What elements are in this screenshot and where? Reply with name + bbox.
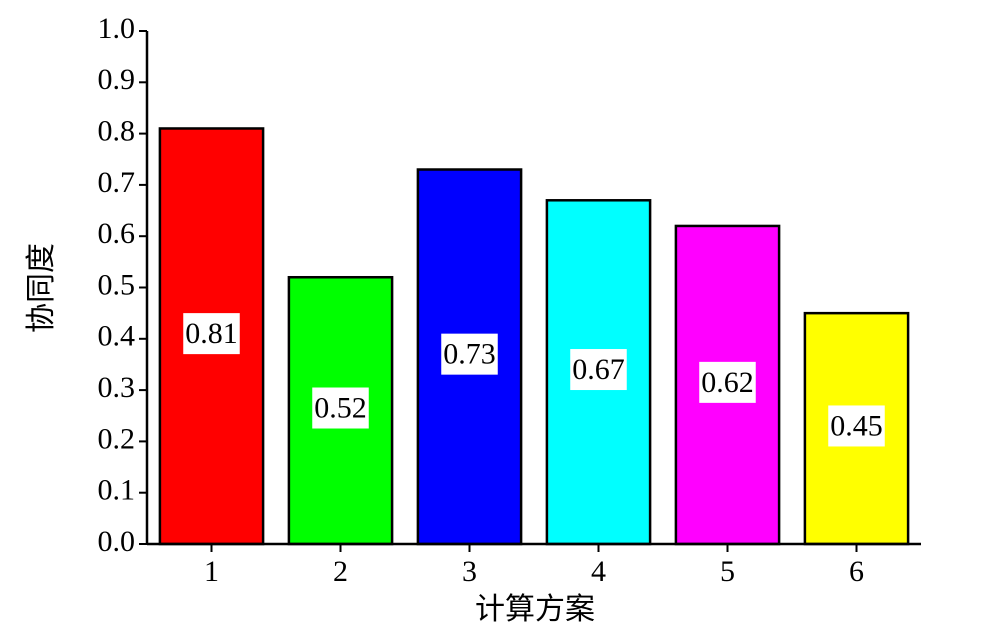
value-label-bg — [570, 349, 627, 391]
value-label-bg — [699, 361, 756, 403]
x-tick-label: 1 — [204, 555, 219, 588]
y-axis-label: 协同度 — [25, 243, 58, 333]
y-tick-label: 0.4 — [98, 320, 136, 353]
x-tick-label: 4 — [591, 555, 606, 588]
x-tick-label: 2 — [333, 555, 348, 588]
x-axis-label: 计算方案 — [475, 593, 595, 626]
value-label: 0.73 — [443, 338, 496, 371]
value-label: 0.62 — [701, 366, 754, 399]
y-tick-label: 1.0 — [98, 12, 136, 45]
value-label: 0.67 — [572, 353, 625, 386]
y-tick-label: 0.8 — [98, 114, 136, 147]
x-tick-label: 3 — [462, 555, 477, 588]
y-tick-label: 0.7 — [98, 166, 136, 199]
y-tick-label: 0.5 — [98, 268, 136, 301]
bar — [545, 199, 652, 546]
y-tick-label: 0.1 — [98, 474, 136, 507]
value-label-bg — [441, 333, 498, 375]
value-label: 0.45 — [830, 409, 883, 442]
value-label: 0.52 — [314, 392, 367, 425]
y-tick-label: 0.0 — [98, 525, 136, 558]
value-label-bg — [828, 405, 885, 447]
y-tick-label: 0.9 — [98, 63, 136, 96]
x-tick-label: 6 — [849, 555, 864, 588]
value-label: 0.81 — [185, 317, 238, 350]
x-tick-label: 5 — [720, 555, 735, 588]
y-tick-label: 0.6 — [98, 217, 136, 250]
value-label-bg — [312, 387, 369, 429]
y-tick-label: 0.3 — [98, 371, 136, 404]
value-label-bg — [183, 313, 240, 355]
y-tick-label: 0.2 — [98, 422, 136, 455]
